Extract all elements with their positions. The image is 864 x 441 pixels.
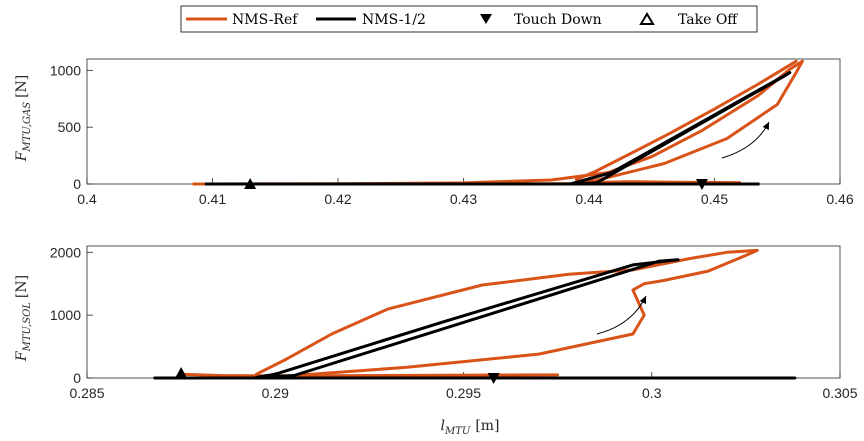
- sol-y-tick-label: 1000: [50, 307, 81, 323]
- gas-x-tick-label: 0.42: [324, 191, 351, 207]
- gas-x-tick-label: 0.4: [77, 191, 97, 207]
- sol-x-tick-label: 0.3: [642, 385, 662, 401]
- sol-x-tick-label: 0.285: [69, 385, 104, 401]
- legend: NMS-Ref NMS-1/2 Touch Down Take Off: [180, 5, 758, 33]
- legend-label-nms-ref: NMS-Ref: [232, 12, 299, 28]
- sol-x-tick-label: 0.295: [446, 385, 481, 401]
- gas-plot-area: [192, 59, 804, 190]
- sol-y-tick-label: 2000: [50, 244, 81, 260]
- svg-text:FMTU,GAS[N]: FMTU,GAS [N]: [14, 75, 33, 163]
- xlabel-main: l: [440, 418, 444, 434]
- sol-series-nms-1-2: [254, 258, 680, 379]
- legend-label-touch-down: Touch Down: [514, 12, 602, 28]
- xlabel-unit: [m]: [475, 418, 499, 434]
- gastrocnemius-panel: 0.4 0.41 0.42 0.43 0.44 0.45 0.46 0 500 1000 FMTU…: [14, 58, 854, 207]
- gas-y-tick-label: 1000: [50, 62, 81, 78]
- sol-series-nms-ref: [254, 248, 759, 377]
- legend-touch-down-icon: [480, 14, 492, 24]
- gas-x-tick-label: 0.46: [826, 191, 853, 207]
- gas-x-tick-label: 0.43: [450, 191, 477, 207]
- gas-ylabel-unit: [N]: [14, 75, 30, 98]
- gas-y-tick-label: 0: [73, 176, 81, 192]
- sol-arrowhead-icon: [639, 296, 646, 304]
- gas-axes-box: [86, 58, 841, 185]
- sol-touch-down-marker: [487, 373, 500, 384]
- gas-ylabel-sub: MTU,GAS: [22, 102, 33, 153]
- sol-y-tick-label: 0: [73, 370, 81, 386]
- sol-x-tick-label: 0.305: [822, 385, 857, 401]
- x-axis-label: lMTU [m]: [440, 418, 499, 437]
- sol-plot-area: [153, 248, 797, 384]
- gas-series-nms-1-2: [568, 71, 792, 186]
- gas-y-axis-label: FMTU,GAS [N]: [14, 75, 33, 163]
- gas-x-tick-label: 0.41: [199, 191, 226, 207]
- sol-axes-box: [86, 245, 841, 379]
- gas-arrowhead-icon: [762, 122, 769, 130]
- gas-touch-down-marker: [695, 179, 708, 190]
- gas-axes: 0.4 0.41 0.42 0.43 0.44 0.45 0.46 0 500 1000: [50, 58, 854, 207]
- legend-label-nms-half: NMS-1/2: [362, 12, 426, 28]
- svg-text:FMTU,SOL[N]: FMTU,SOL [N]: [14, 275, 33, 362]
- sol-x-tick-label: 0.29: [262, 385, 289, 401]
- gas-series-nms-ref: [192, 59, 804, 186]
- sol-ylabel-main: F: [14, 350, 30, 362]
- legend-take-off-icon: [639, 12, 655, 25]
- gas-series-nms-ref: [574, 59, 798, 181]
- sol-ylabel-unit: [N]: [14, 275, 30, 298]
- gas-x-tick-label: 0.45: [701, 191, 728, 207]
- gas-ylabel-main: F: [14, 150, 30, 162]
- legend-box: [180, 5, 758, 33]
- gas-take-off-marker: [244, 178, 257, 189]
- sol-ylabel-sub: MTU,SOL: [22, 302, 33, 353]
- soleus-panel: 0.285 0.29 0.295 0.3 0.305 0 1000 2000 FMTU,SOL…: [14, 244, 858, 437]
- sol-take-off-marker: [175, 366, 188, 378]
- xlabel-sub: MTU: [444, 426, 471, 437]
- gas-x-tick-label: 0.44: [575, 191, 602, 207]
- legend-label-take-off: Take Off: [678, 12, 738, 28]
- gas-y-tick-label: 500: [58, 119, 82, 135]
- sol-y-axis-label: FMTU,SOL [N]: [14, 275, 33, 362]
- sol-series-nms-ref: [179, 372, 560, 378]
- sol-axes: 0.285 0.29 0.295 0.3 0.305 0 1000 2000: [50, 244, 858, 401]
